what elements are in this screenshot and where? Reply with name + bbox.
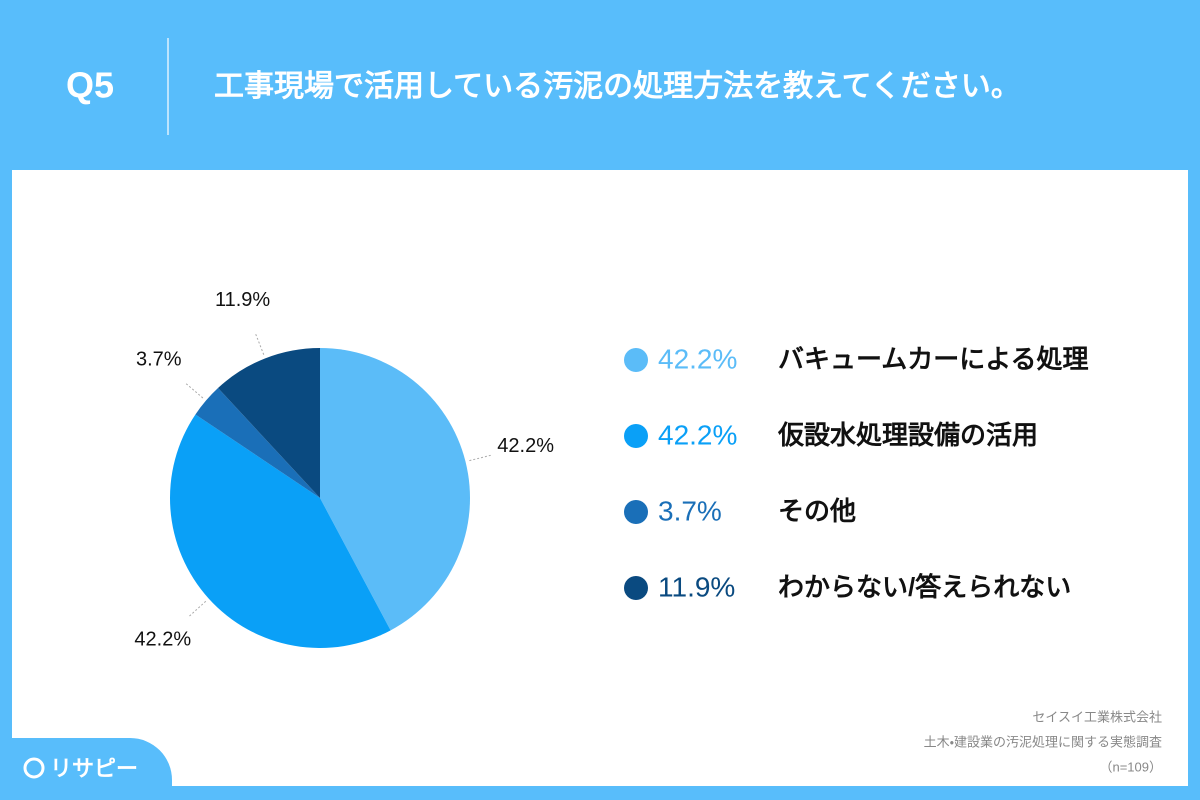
data-label: 11.9% (215, 289, 270, 311)
legend-label: その他 (778, 496, 856, 526)
legend-marker (624, 576, 648, 600)
leader-line (469, 454, 493, 462)
logo-badge (0, 738, 172, 800)
legend-label: 仮設水処理設備の活用 (777, 420, 1038, 450)
data-label: 3.7% (136, 349, 182, 371)
data-label: 42.2% (497, 435, 554, 457)
logo-text: リサピー (50, 756, 138, 781)
legend-label: バキュームカーによる処理 (778, 344, 1088, 374)
source-line: （n=109） (1099, 759, 1162, 774)
source-line: セイスイ工業株式会社 (1032, 709, 1162, 724)
legend-value: 42.2% (658, 343, 737, 374)
leader-line (254, 332, 265, 355)
data-label: 42.2% (134, 628, 191, 650)
leader-line (184, 382, 204, 399)
question-text: 工事現場で活用している汚泥の処理方法を教えてください。 (214, 70, 1021, 103)
source-line: 土木・建設業の汚泥処理に関する実態調査 (924, 734, 1162, 749)
legend-value: 3.7% (658, 495, 722, 526)
logo-icon (23, 757, 45, 779)
pie-slice (195, 388, 320, 498)
legend-marker (624, 500, 648, 524)
legend-marker (624, 348, 648, 372)
legend-value: 11.9% (658, 571, 735, 602)
legend-value: 42.2% (658, 419, 737, 450)
legend-marker (624, 424, 648, 448)
legend-label: わからない/答えられない (778, 572, 1071, 602)
question-number: Q5 (66, 65, 114, 106)
pie-slice (320, 348, 470, 631)
pie-slice (169, 414, 391, 649)
chart: 42.2% 42.2% 3.7% 11.9% 42.2% バキュームカーによる処理 42.2… (134, 289, 1088, 651)
leader-line (187, 600, 207, 618)
pie-slice (218, 348, 320, 498)
